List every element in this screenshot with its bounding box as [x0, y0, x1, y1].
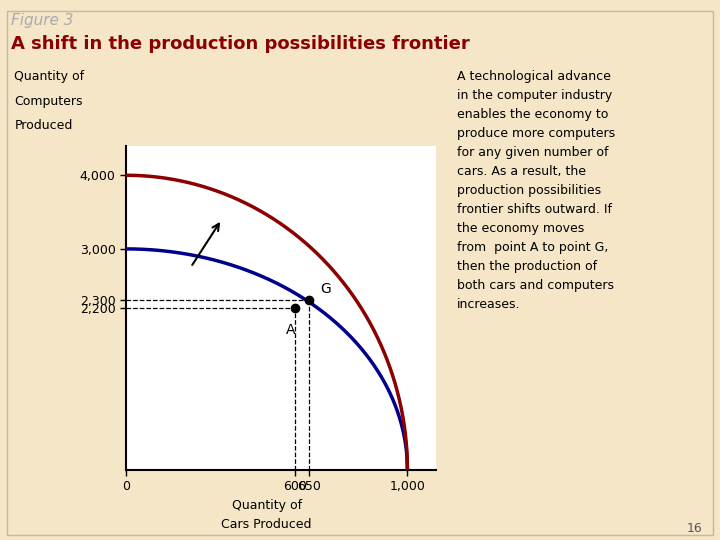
- Text: Quantity of: Quantity of: [232, 500, 302, 512]
- Text: Cars Produced: Cars Produced: [222, 518, 312, 531]
- Text: A shift in the production possibilities frontier: A shift in the production possibilities …: [11, 35, 469, 53]
- Text: A: A: [286, 322, 295, 336]
- Text: Computers: Computers: [14, 94, 83, 107]
- Text: Produced: Produced: [14, 119, 73, 132]
- Text: A technological advance
in the computer industry
enables the economy to
produce : A technological advance in the computer …: [457, 70, 616, 311]
- Text: Figure 3: Figure 3: [11, 14, 73, 29]
- Text: Quantity of: Quantity of: [14, 70, 84, 83]
- Text: 16: 16: [686, 522, 702, 535]
- Text: G: G: [320, 282, 331, 296]
